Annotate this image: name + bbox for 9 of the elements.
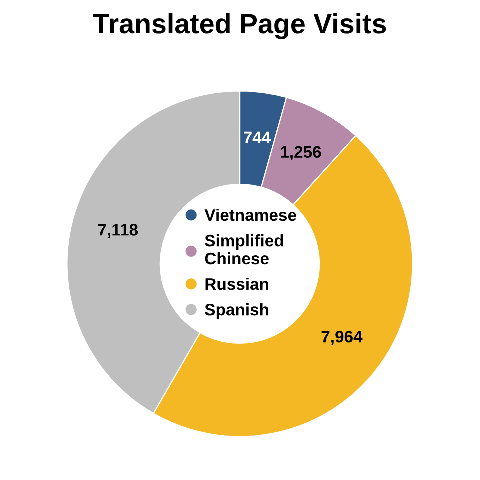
data-label: 744 <box>244 132 272 144</box>
data-label: 1,256 <box>281 146 322 160</box>
data-label: 7,118 <box>98 224 138 238</box>
chart-title: Translated Page Visits <box>93 13 386 40</box>
legend-label: Spanish <box>205 304 268 320</box>
legend-label: Simplified Chinese <box>205 234 284 265</box>
legend-label: Vietnamese <box>204 208 296 222</box>
legend-label: Russian <box>206 278 268 290</box>
data-label: 7,964 <box>322 330 363 346</box>
